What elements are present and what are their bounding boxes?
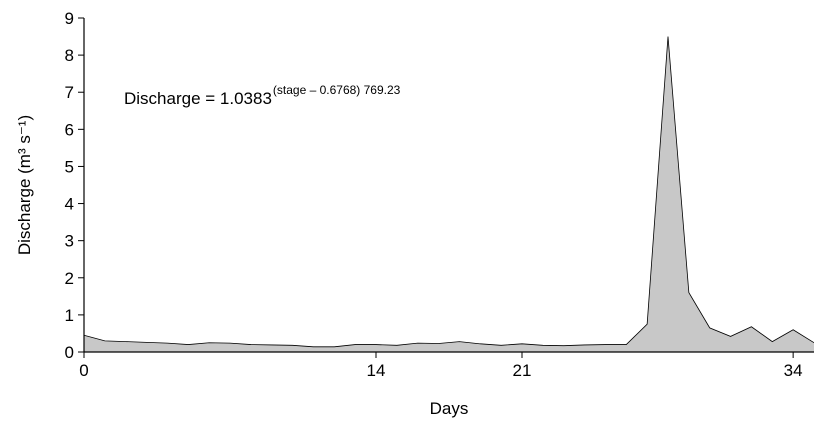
- y-tick-label: 5: [65, 157, 74, 176]
- y-axis-label: Discharge (m³ s⁻¹): [15, 115, 34, 255]
- y-tick-label: 0: [65, 343, 74, 362]
- x-tick-label: 14: [367, 361, 386, 380]
- y-tick-label: 9: [65, 9, 74, 28]
- y-tick-label: 8: [65, 46, 74, 65]
- line: [83, 36, 814, 348]
- annotation: Discharge = 1.0383: [124, 89, 272, 108]
- y-tick-label: 6: [65, 120, 74, 139]
- annotation-exponent: (stage – 0.6768) 769.23: [273, 83, 401, 97]
- x-tick-label: 21: [513, 361, 532, 380]
- y-tick-label: 3: [65, 232, 74, 251]
- x-tick-label: 0: [79, 361, 88, 380]
- x-tick-label: 34: [784, 361, 803, 380]
- y-tick-label: 7: [65, 83, 74, 102]
- y-tick-label: 4: [65, 195, 74, 214]
- area: [84, 36, 814, 353]
- y-tick-label: 1: [65, 306, 74, 325]
- y-tick-label: 2: [65, 269, 74, 288]
- x-axis-label: Days: [430, 399, 469, 418]
